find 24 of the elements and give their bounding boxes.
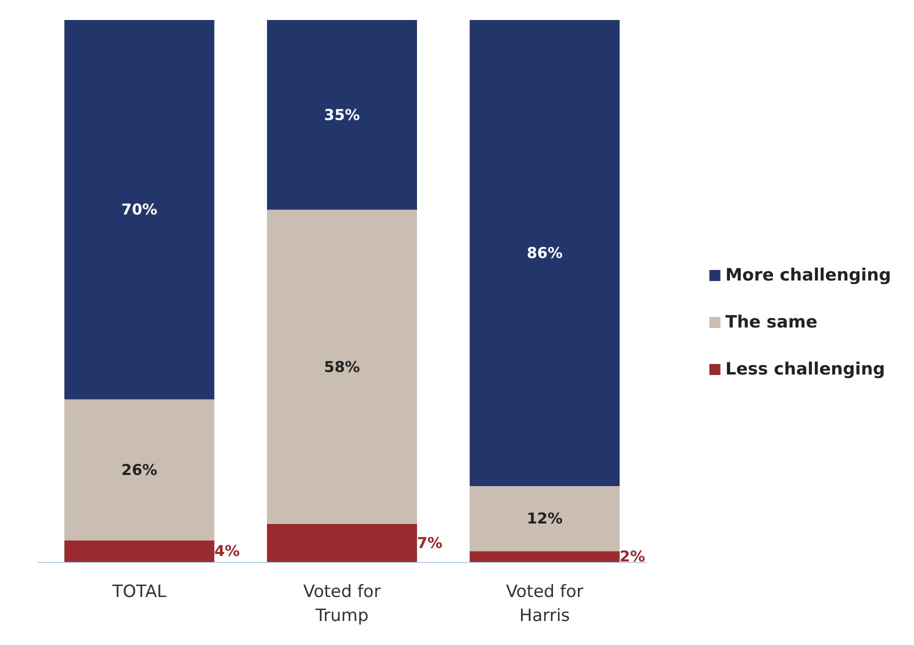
data-label: 2% — [620, 548, 646, 566]
legend-label: Less challenging — [725, 360, 886, 380]
data-label: 12% — [526, 510, 563, 528]
bar — [267, 210, 417, 524]
bar — [267, 20, 417, 210]
data-label: 35% — [324, 106, 360, 124]
data-label: 4% — [214, 542, 240, 560]
bar — [470, 551, 620, 562]
data-label: 58% — [324, 358, 360, 376]
x-tick-label: TOTAL — [111, 582, 167, 602]
data-label: 26% — [121, 460, 158, 479]
x-tick-label: Voted for Harris — [506, 582, 584, 626]
legend-label: More challenging — [725, 266, 892, 286]
x-tick-label: Voted for Trump — [303, 582, 381, 626]
bar — [64, 20, 214, 400]
legend-label: The same — [725, 312, 818, 332]
data-label: 70% — [121, 200, 158, 219]
bar — [64, 540, 214, 562]
bar — [470, 20, 620, 486]
bar — [470, 486, 620, 552]
data-label: 86% — [526, 244, 563, 262]
data-label: 7% — [416, 534, 442, 552]
bar — [267, 524, 417, 562]
bar — [64, 399, 214, 540]
